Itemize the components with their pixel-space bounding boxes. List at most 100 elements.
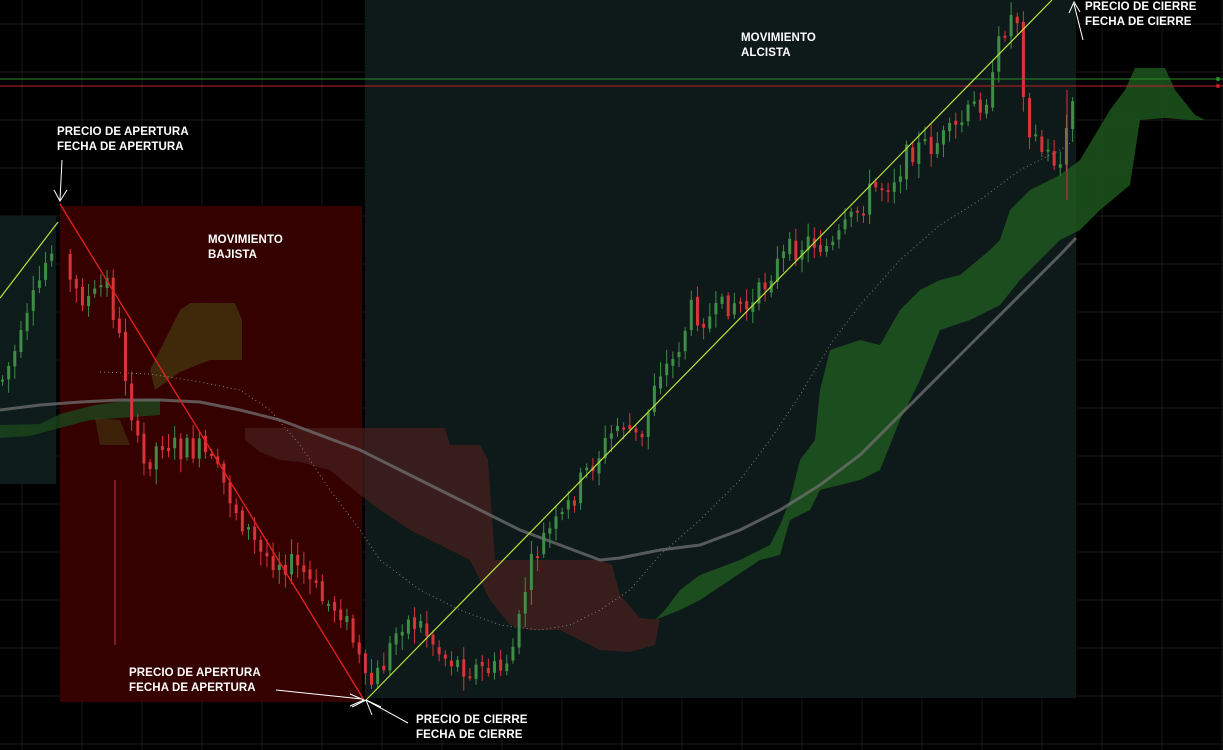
candle-body [935, 143, 939, 154]
candle-body [105, 278, 109, 288]
candle-body [1034, 134, 1038, 137]
bullish-move-label-1: MOVIMIENTO [741, 32, 816, 44]
candle-body [314, 580, 318, 583]
candle-body [1, 379, 4, 382]
annotation-arrows [53, 0, 1084, 724]
candle-body [130, 383, 134, 421]
candle-body [19, 330, 23, 353]
moving-average-dotted [99, 139, 1076, 631]
candle-body [929, 136, 933, 155]
candle-body [87, 295, 91, 307]
bear-open-date-label: FECHA DE APERTURA [57, 141, 184, 153]
candle-body [456, 660, 460, 667]
candle-body [634, 428, 638, 433]
candle-body [449, 660, 453, 667]
candle-body [148, 462, 152, 469]
candle-body [985, 104, 988, 114]
candle-body [954, 120, 958, 125]
candle-body [689, 299, 693, 331]
candle-body [222, 463, 226, 483]
candle-body [665, 363, 669, 376]
candle-body [1003, 35, 1007, 38]
candle-body [542, 532, 546, 555]
candle-body [443, 654, 447, 659]
horizontal-levels [0, 77, 1223, 88]
candle-body [806, 236, 810, 251]
arrow-head-bear-close [351, 699, 382, 716]
candle-body [560, 512, 564, 515]
candle-body [1040, 136, 1044, 153]
candle-body [640, 433, 644, 438]
candle-body [905, 144, 909, 180]
ichimoku-cloud [0, 68, 1205, 652]
candle-body [948, 123, 952, 132]
arrow-bear-open [59, 159, 63, 201]
candle-body [437, 647, 441, 655]
candle-body [739, 301, 742, 304]
candle-body [726, 295, 730, 317]
candle-body [333, 601, 337, 611]
candle-body [566, 500, 570, 510]
bullish-move-annotation: MOVIMIENTO ALCISTA [741, 31, 816, 61]
candle-body [628, 425, 632, 430]
candle-body [585, 467, 589, 471]
candle-body [554, 516, 558, 529]
candle-body [732, 303, 736, 315]
candle-body [597, 458, 601, 474]
candle-body [480, 661, 484, 667]
candle-body [991, 72, 995, 108]
candle-body [548, 528, 552, 534]
candle-body [93, 288, 97, 294]
candle-body [179, 438, 183, 460]
candle-body [370, 672, 373, 685]
bull-close-price-label: PRECIO DE CIERRE [1085, 1, 1197, 13]
candle-body [794, 240, 798, 261]
candle-body [7, 365, 11, 380]
candle-body [363, 653, 367, 674]
candle-body [308, 569, 312, 580]
candle-body [400, 631, 404, 636]
arrow-bear-close [365, 699, 409, 724]
candle-body [376, 667, 380, 685]
candle-body [425, 623, 429, 637]
candle-body [579, 472, 583, 504]
candle-body [167, 447, 171, 452]
candle-body [154, 446, 158, 470]
candle-body [277, 564, 281, 571]
candle-body [259, 539, 263, 552]
cloud-segment-red [245, 428, 660, 652]
candle-body [499, 659, 503, 671]
candle-body [247, 527, 250, 530]
candle-body [695, 296, 699, 326]
candle-body [708, 316, 712, 329]
candle-body [849, 211, 853, 217]
candle-body [825, 246, 829, 252]
candle-body [50, 253, 54, 261]
candle-body [923, 139, 927, 142]
level-marker-green [1216, 77, 1220, 81]
candle-body [677, 352, 681, 358]
candle-body [296, 554, 300, 566]
candle-body [493, 661, 496, 673]
bull-open-annotation: PRECIO DE APERTURA FECHA DE APERTURA [129, 666, 261, 696]
bullish-move-label-2: ALCISTA [741, 47, 791, 59]
candle-body [523, 591, 527, 614]
candle-body [234, 504, 238, 514]
candle-body [1046, 149, 1050, 152]
candle-body [898, 176, 902, 182]
cloud-segment-yellow [150, 303, 242, 390]
candle-body [855, 210, 859, 213]
candle-body [320, 581, 324, 602]
bull-close-date-label: FECHA DE CIERRE [1085, 16, 1192, 28]
prior-bull-zone [0, 216, 56, 484]
arrow-bull-close [1073, 3, 1084, 41]
trend-line-bullish [365, 0, 1053, 701]
candle-body [536, 556, 540, 559]
candle-body [486, 668, 490, 673]
candle-body [603, 437, 607, 458]
cloud-segment-green [0, 399, 160, 438]
candle-body [117, 318, 121, 334]
candle-body [25, 312, 29, 332]
arrow-bull-open [275, 689, 363, 700]
